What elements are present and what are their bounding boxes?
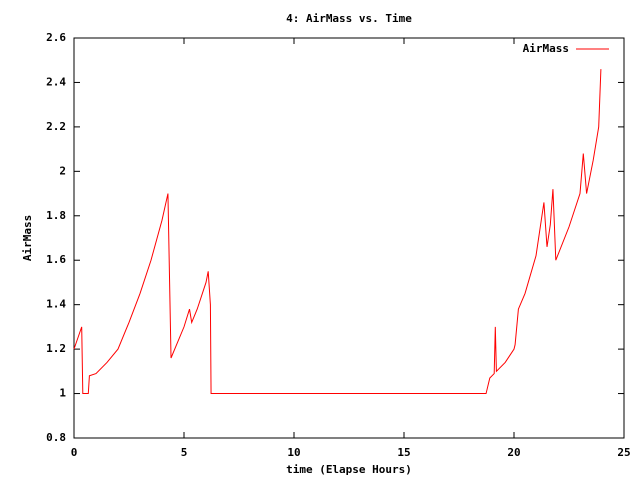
y-axis-label: AirMass xyxy=(21,215,34,261)
data-line xyxy=(73,69,602,395)
y-tick-label: 2.2 xyxy=(46,120,66,133)
y-tick-label: 2.6 xyxy=(46,31,66,44)
legend-label: AirMass xyxy=(523,42,569,55)
y-tick-label: 1.8 xyxy=(46,209,66,222)
y-tick-label: 1.2 xyxy=(46,342,66,355)
x-tick-label: 5 xyxy=(181,446,188,459)
y-tick-label: 1.4 xyxy=(46,298,66,311)
x-axis-label: time (Elapse Hours) xyxy=(286,463,412,476)
y-tick-label: 2.4 xyxy=(46,75,66,88)
x-tick-label: 15 xyxy=(397,446,410,459)
y-tick-label: 1 xyxy=(59,387,66,400)
x-tick-label: 0 xyxy=(71,446,78,459)
y-tick-label: 2 xyxy=(59,164,66,177)
x-tick-label: 20 xyxy=(507,446,520,459)
y-tick-label: 0.8 xyxy=(46,431,66,444)
plot-frame xyxy=(73,37,625,439)
x-tick-label: 10 xyxy=(287,446,300,459)
chart-title: 4: AirMass vs. Time xyxy=(286,12,412,25)
x-tick-label: 25 xyxy=(617,446,630,459)
y-tick-label: 1.6 xyxy=(46,253,66,266)
